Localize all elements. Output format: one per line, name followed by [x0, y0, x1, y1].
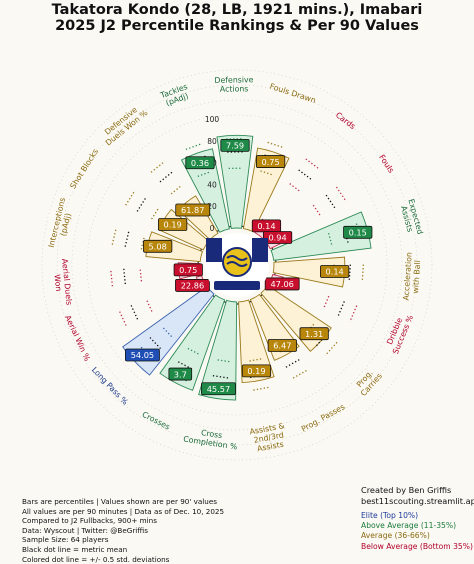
- value-label: 7.59: [226, 141, 244, 151]
- mean-dot-line: [291, 371, 306, 380]
- mean-dot-line: [140, 268, 141, 281]
- value-label: 0.15: [349, 227, 367, 237]
- metric-label: ExpectedAssists: [398, 198, 425, 238]
- metric-label: Cards: [334, 110, 357, 131]
- club-logo: [205, 233, 269, 297]
- radial-tick-label: 40: [207, 180, 217, 189]
- metric-label: DribbleSuccess %: [383, 310, 416, 355]
- footnote-line: All values are per 90 minutes | Data as …: [22, 507, 224, 517]
- value-label: 0.14: [257, 221, 275, 231]
- mean-dot-line: [137, 198, 145, 211]
- metric-label: DefensiveActions: [214, 75, 253, 94]
- mean-dot-line: [362, 265, 363, 283]
- metric-label: DefensiveDuels Won %: [98, 101, 149, 147]
- value-label: 0.19: [164, 220, 182, 230]
- creator-credit: Created by Ben Griffis: [361, 485, 474, 496]
- footnote-line: Black dot line = metric mean: [22, 545, 224, 555]
- footnote-line: Bars are percentiles | Values shown are …: [22, 497, 224, 507]
- chart-subtitle: 2025 J2 Percentile Rankings & Per 90 Val…: [0, 18, 474, 35]
- mean-dot-line: [171, 185, 181, 193]
- metric-label: Aerial DuelsWon: [51, 258, 74, 306]
- logo-emblem: [223, 248, 251, 276]
- legend-average: Average (36-66%): [361, 531, 474, 541]
- radial-tick-label: 0: [210, 224, 215, 233]
- mean-dot-line: [290, 184, 301, 192]
- site-credit: best11scouting.streamlit.app: [361, 496, 474, 507]
- value-label: 1.31: [305, 329, 323, 339]
- metric-label: Prog. Passes: [300, 402, 347, 434]
- mean-dot-line: [160, 172, 172, 182]
- mean-dot-line: [324, 296, 329, 308]
- credits-and-legend: Created by Ben Griffis best11scouting.st…: [361, 485, 474, 552]
- mean-dot-line: [286, 360, 300, 368]
- metric-label: CrossCompletion %: [183, 426, 240, 452]
- metric-label: Aerial Win %: [63, 314, 92, 363]
- mean-dot-line: [268, 142, 285, 147]
- mean-dot-line: [146, 299, 152, 311]
- value-label: 45.57: [207, 384, 230, 394]
- value-label: 61.87: [181, 205, 204, 215]
- value-label: 5.08: [149, 242, 167, 252]
- legend-elite: Elite (Top 10%): [361, 511, 474, 521]
- metric-label: Interceptions(pAdj): [47, 197, 76, 251]
- legend-below-average: Below Average (Bottom 35%): [361, 542, 474, 552]
- metric-label: Long Pass %: [90, 365, 130, 406]
- chart-title: Takatora Kondo (28, LB, 1921 mins.), Ima…: [0, 2, 474, 19]
- value-label: 47.06: [270, 279, 293, 289]
- value-label: 0.75: [179, 265, 197, 275]
- mean-dot-line: [125, 231, 129, 246]
- mean-dot-line: [131, 305, 138, 319]
- mean-dot-line: [126, 190, 135, 205]
- metric-label: Fouls: [377, 153, 396, 175]
- mean-dot-line: [111, 269, 113, 286]
- mean-dot-line: [336, 187, 346, 202]
- footnote-line: Data: Wyscout | Twitter: @BeGriffis: [22, 526, 224, 536]
- mean-dot-line: [151, 161, 165, 172]
- mean-dot-line: [326, 195, 335, 208]
- mean-dot-line: [338, 301, 344, 316]
- value-label: 0.94: [268, 233, 286, 243]
- value-label: 3.7: [174, 369, 187, 379]
- logo-flag-left: [206, 238, 222, 262]
- value-label: 6.47: [273, 341, 291, 351]
- footnotes: Bars are percentiles | Values shown are …: [22, 497, 224, 564]
- metric-label: Fouls Drawn: [269, 82, 317, 105]
- logo-ribbon: [214, 281, 260, 290]
- mean-dot-line: [152, 208, 159, 219]
- value-label: 0.36: [191, 158, 209, 168]
- mean-dot-line: [186, 143, 202, 149]
- footnote-line: Compared to J2 Fullbacks, 900+ mins: [22, 516, 224, 526]
- mean-dot-line: [325, 342, 337, 355]
- mean-dot-line: [119, 310, 126, 326]
- mean-dot-line: [313, 205, 321, 216]
- radial-tick-label: 100: [205, 115, 220, 124]
- metric-label: Assists &2nd/3rdAssists: [249, 421, 289, 454]
- metric-label: Prog.Carries: [352, 365, 384, 398]
- logo-flag-right: [252, 238, 268, 262]
- value-label: 54.05: [131, 350, 154, 360]
- legend-above-average: Above Average (11-35%): [361, 521, 474, 531]
- metric-label: Tackles(pAdj): [158, 82, 191, 109]
- value-label: 0.14: [326, 267, 344, 277]
- mean-dot-line: [251, 387, 268, 390]
- mean-dot-line: [349, 265, 350, 281]
- value-label: 22.86: [181, 281, 204, 291]
- metric-label: Shot Blocks: [68, 147, 100, 190]
- footnote-line: Sample Size: 64 players: [22, 535, 224, 545]
- metric-label: Accelerationwith Ball: [402, 252, 423, 302]
- radial-tick-label: 80: [207, 137, 217, 146]
- mean-dot-line: [299, 170, 312, 179]
- value-label: 0.75: [261, 157, 279, 167]
- mean-dot-line: [306, 159, 320, 170]
- value-label: 0.19: [247, 366, 265, 376]
- mean-dot-line: [112, 228, 116, 245]
- mean-dot-line: [350, 306, 357, 322]
- mean-dot-line: [124, 268, 126, 284]
- metric-label: Crosses: [141, 410, 172, 432]
